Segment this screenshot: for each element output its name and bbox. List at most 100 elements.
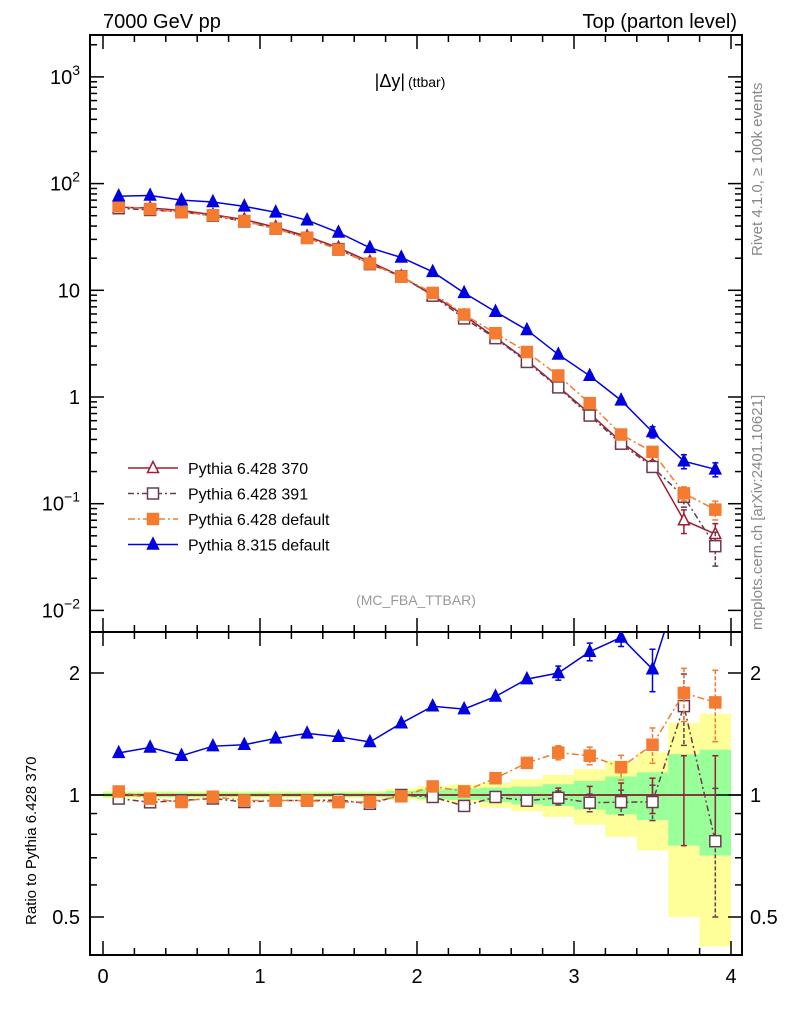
data-point <box>552 381 565 394</box>
legend-label: Pythia 8.315 default <box>188 538 330 555</box>
ratio-series <box>112 667 722 809</box>
ratio-point <box>677 686 691 700</box>
ratio-ylabel: Ratio to Pythia 6.428 370 <box>23 757 40 925</box>
data-point <box>206 193 220 208</box>
data-point <box>206 209 220 222</box>
ratio-frame <box>89 631 743 956</box>
data-point <box>300 231 314 245</box>
ratio-point <box>111 744 126 759</box>
data-point <box>709 503 722 516</box>
ratio-point <box>614 760 628 774</box>
ratio-series <box>111 564 689 761</box>
ratio-point <box>646 795 659 809</box>
data-point <box>269 222 282 235</box>
legend-marker <box>146 487 160 500</box>
ratio-tick-label-right: 2 <box>750 663 761 685</box>
plot-title: |Δy| (ttbar) <box>375 71 446 91</box>
tick-exp: −2 <box>64 595 80 611</box>
ratio-point <box>552 791 565 805</box>
data-point <box>488 303 503 317</box>
ratio-point <box>395 790 408 803</box>
data-point <box>614 392 628 406</box>
x-tick-label: 1 <box>254 966 265 988</box>
x-tick-label: 4 <box>725 966 736 988</box>
data-point <box>552 369 565 382</box>
legend-marker <box>146 459 160 474</box>
data-point <box>709 539 722 553</box>
tick-exp: 3 <box>72 62 80 78</box>
title-main: |Δy| <box>375 71 405 91</box>
data-point <box>551 346 566 360</box>
ratio-point <box>300 794 314 807</box>
ratio-point <box>457 799 471 813</box>
series-layer <box>111 187 723 918</box>
ratio-point <box>551 664 566 679</box>
series-line <box>118 206 716 535</box>
data-point <box>489 326 502 340</box>
data-point <box>646 460 659 474</box>
ratio-point <box>143 739 157 753</box>
data-point <box>395 270 408 283</box>
data-point <box>394 249 409 263</box>
legend-label: Pythia 6.428 391 <box>188 487 308 504</box>
data-point <box>332 243 345 256</box>
ratio-point <box>175 795 188 809</box>
ratio-point <box>645 661 660 675</box>
y-tick-label: 103 <box>50 62 80 89</box>
ratio-point <box>646 738 659 751</box>
data-point <box>111 188 126 202</box>
ratio-point <box>394 715 409 729</box>
legend-label: Pythia 6.428 370 <box>188 461 308 478</box>
ratio-point <box>206 790 220 803</box>
ratio-point <box>552 746 565 759</box>
ratio-point <box>112 785 125 798</box>
data-point <box>677 512 691 526</box>
x-tick-label: 0 <box>97 966 108 988</box>
ratio-bands <box>103 713 731 947</box>
ratio-point <box>363 733 377 748</box>
ratio-point <box>582 643 597 657</box>
ratio-point <box>426 790 439 804</box>
mcplots-label: mcplots.cern.ch [arXiv:2401.10621] <box>749 395 766 630</box>
ratio-tick-label-right: 0.5 <box>750 907 778 929</box>
data-point <box>520 321 534 336</box>
ratio-tick-label-left: 2 <box>69 663 80 685</box>
header-left: 7000 GeV pp <box>103 11 221 33</box>
ratio-point <box>583 749 596 762</box>
analysis-label: (MC_FBA_TTBAR) <box>356 592 476 608</box>
rivet-label: Rivet 4.1.0, ≥ 100k events <box>749 83 766 256</box>
data-point <box>331 224 346 238</box>
series-3 <box>111 187 723 761</box>
ratio-point <box>269 794 282 807</box>
ratio-point <box>678 564 689 575</box>
y-tick-label: 102 <box>50 169 80 196</box>
data-point <box>457 308 471 321</box>
y-tick-label: 10 <box>58 280 80 302</box>
ratio-point <box>363 795 377 809</box>
ratio-point <box>425 698 440 712</box>
ratio-point <box>300 725 314 739</box>
data-point <box>677 453 691 467</box>
ratio-point <box>520 670 534 685</box>
ratio-point <box>331 728 346 743</box>
title-sub: (ttbar) <box>408 74 445 90</box>
x-tick-label: 2 <box>411 966 422 988</box>
ratio-point <box>709 834 722 848</box>
main-series <box>112 200 722 521</box>
tick-base: 10 <box>58 280 80 302</box>
data-point <box>363 257 377 270</box>
data-point <box>425 263 440 278</box>
data-point <box>614 428 628 441</box>
tick-base: 10 <box>42 494 64 516</box>
data-point <box>175 206 188 219</box>
ratio-point <box>489 771 502 785</box>
y-tick-label: 10−1 <box>42 489 80 516</box>
data-point <box>238 214 251 228</box>
ratio-point <box>520 756 534 770</box>
ratio-point <box>457 785 471 798</box>
data-point <box>645 423 660 438</box>
data-point <box>426 286 439 300</box>
header-right: Top (parton level) <box>582 11 737 33</box>
ratio-point <box>489 790 502 804</box>
